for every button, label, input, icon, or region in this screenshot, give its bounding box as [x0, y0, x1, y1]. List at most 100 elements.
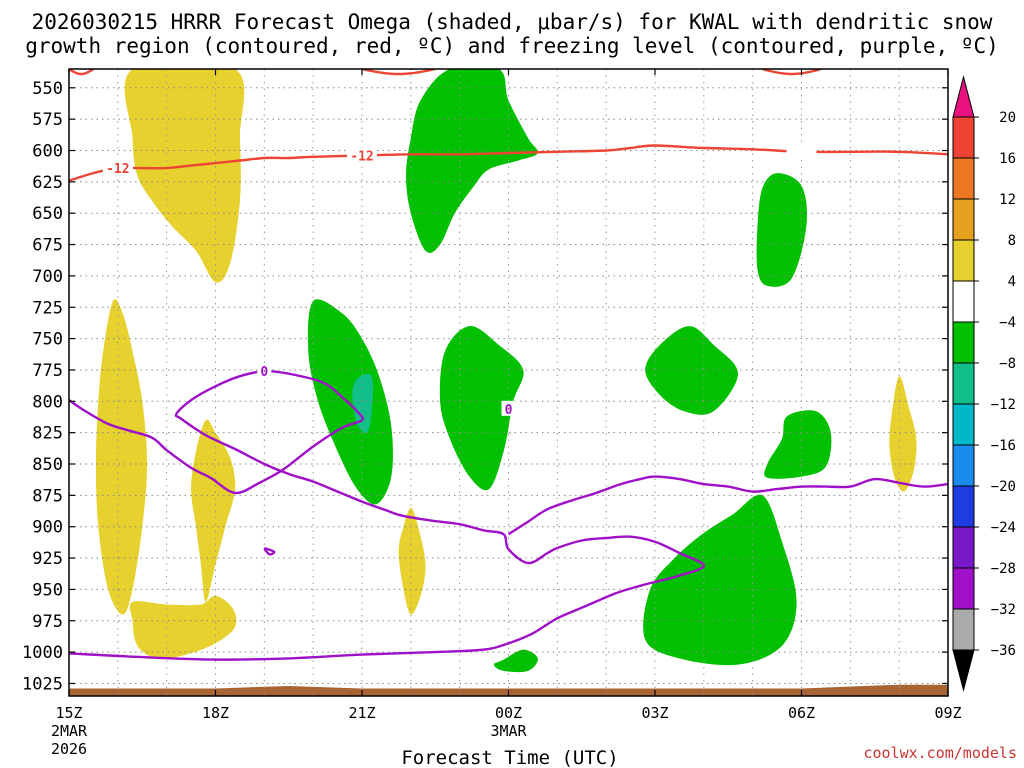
colorbar-tick-label: −28 [991, 561, 1016, 577]
omega-shaded-layer [95, 69, 917, 673]
colorbar-bin [952, 526, 975, 569]
colorbar-bin [952, 485, 975, 528]
colorbar-tick-label: 4 [1008, 274, 1016, 290]
colorbar-tick-label: −12 [991, 397, 1016, 413]
contour-freezing_level_small_loop [263, 546, 276, 556]
omega-region-4 [398, 507, 426, 615]
contour-label-bg [257, 363, 272, 379]
colorbar-tick-label: 12 [999, 192, 1016, 208]
colorbar-tick-label: 16 [999, 151, 1016, 167]
y-tick-label: 925 [32, 549, 63, 569]
y-tick-label: 725 [32, 298, 63, 318]
contour-dgz-top-1 [361, 69, 436, 76]
omega-region-2 [191, 419, 236, 602]
contour-label-freezing_level_0: 0 [260, 365, 268, 380]
colorbar-bin [952, 403, 975, 446]
colorbar-bin [952, 608, 975, 651]
colorbar-top-arrow [952, 75, 975, 118]
colorbar-bin [952, 444, 975, 487]
contour-label-dgz_minus12: -12 [350, 150, 373, 165]
colorbar-bin [952, 239, 975, 282]
colorbar-tick-label: −4 [999, 315, 1016, 331]
chart-title-line2: growth region (contoured, red, ºC) and f… [25, 34, 999, 58]
omega-region-5 [889, 376, 917, 492]
contour-label-bg [786, 143, 817, 159]
colorbar-tick-label: −8 [999, 356, 1016, 372]
y-tick-label: 975 [32, 612, 63, 632]
omega-region-14 [352, 373, 374, 434]
omega-region-13 [493, 649, 538, 673]
omega-region-12 [643, 494, 797, 666]
contour-freezing_level_0 [69, 369, 705, 661]
y-tick-label: 800 [32, 392, 63, 412]
omega-region-10 [756, 173, 807, 287]
y-tick-label: 700 [32, 267, 63, 287]
x-tick-label: 18Z [202, 704, 229, 722]
colorbar-tick-label: −32 [991, 602, 1016, 618]
x-tick-label: 03Z [641, 704, 668, 722]
contour-label-bg [501, 400, 516, 416]
contour-label-freezing_level_0: 0 [505, 403, 513, 418]
x-tick-label: 00Z [495, 704, 522, 722]
omega-region-1 [95, 299, 148, 615]
x-tick-sublabel-2: 2026 [51, 740, 87, 758]
x-tick-label: 21Z [348, 704, 375, 722]
y-tick-label: 825 [32, 424, 63, 444]
y-tick-label: 675 [32, 236, 63, 256]
contour-freezing_level_0_upper [507, 475, 948, 536]
colorbar-tick-label: −24 [991, 520, 1016, 536]
omega-region-7 [307, 299, 393, 505]
y-tick-label: 900 [32, 518, 63, 538]
colorbar-tick-label: −16 [991, 438, 1016, 454]
colorbar-tick-label: −36 [991, 643, 1016, 659]
colorbar-bin [952, 198, 975, 241]
contour-label-layer: -12 -12 0 0 [102, 143, 817, 418]
x-tick-sublabel: 2MAR [51, 722, 88, 740]
colorbar-tick-label: 8 [1008, 233, 1016, 249]
x-tick-label: 06Z [788, 704, 815, 722]
contour-label-dgz_minus12: -12 [106, 162, 129, 177]
y-tick-label: 775 [32, 361, 63, 381]
x-axis-label: Forecast Time (UTC) [401, 747, 618, 768]
colorbar-bin [952, 157, 975, 200]
chart-title-line1: 2026030215 HRRR Forecast Omega (shaded, … [32, 10, 993, 34]
y-tick-label: 850 [32, 455, 63, 475]
omega-region-0 [124, 69, 245, 283]
contour-dgz-top-2 [762, 69, 822, 76]
omega-region-3 [129, 595, 237, 659]
y-tick-label: 625 [32, 173, 63, 193]
contour-layer [69, 69, 948, 661]
y-tick-label: 650 [32, 204, 63, 224]
omega-region-9 [645, 326, 738, 415]
x-tick-label: 15Z [55, 704, 82, 722]
contour-dgz_minus12 [69, 144, 948, 182]
y-tick-label: 550 [32, 79, 63, 99]
watermark: coolwx.com/models [863, 744, 1017, 762]
colorbar-bin [952, 280, 975, 323]
y-tick-label: 750 [32, 330, 63, 350]
y-tick-label: 950 [32, 580, 63, 600]
colorbar-bottom-arrow [952, 649, 975, 692]
omega-region-6 [406, 69, 539, 253]
y-tick-label: 1000 [22, 643, 63, 663]
x-tick-sublabel: 3MAR [490, 722, 527, 740]
colorbar-bin [952, 567, 975, 610]
omega-region-11 [764, 410, 832, 479]
colorbar: 20 16 12 8 4 −4 −8 −12 −16 −20 −24 −28 −32 −36 [952, 75, 1016, 692]
colorbar-bin [952, 362, 975, 405]
y-tick-label: 1025 [22, 674, 63, 694]
colorbar-tick-label: 20 [999, 110, 1016, 126]
contour-label-bg [102, 160, 133, 176]
y-tick-label: 600 [32, 142, 63, 162]
colorbar-bin [952, 321, 975, 364]
y-axis-ticks: 550 575 600 625 650 675 700 725 750 775 800 825 850 8… [22, 79, 948, 694]
x-tick-label: 09Z [934, 704, 961, 722]
colorbar-tick-label: −20 [991, 479, 1016, 495]
y-tick-label: 575 [32, 110, 63, 130]
contour-label-bg [347, 147, 377, 163]
omega-region-8 [439, 326, 524, 491]
contour-dgz-top-0 [69, 69, 95, 76]
y-tick-label: 875 [32, 486, 63, 506]
